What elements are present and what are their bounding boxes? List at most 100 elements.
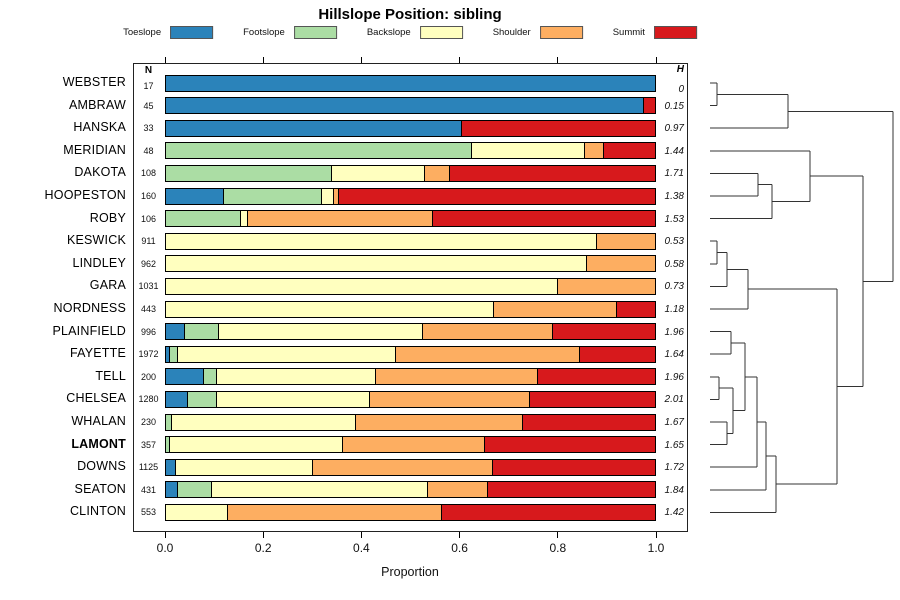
bar-segment-shoulder [369,390,530,408]
bar-segment-shoulder [493,300,617,318]
bar-segment-backslope [172,413,357,431]
bar-segment-toeslope [165,345,170,363]
bar-row [165,187,656,205]
x-tick-top [655,57,657,63]
bar-segment-backslope [169,436,344,454]
legend-item-shoulder: Shoulder [493,26,583,39]
x-tick-label: 1.0 [647,541,665,555]
n-column-header: N [144,65,153,76]
bar-segment-footslope [204,368,218,386]
bar-segment-footslope [188,390,218,408]
category-label: NORDNESS [53,301,126,315]
x-tick-label: 0.8 [549,541,567,555]
h-value: 0 [678,84,684,95]
bar-row [165,413,656,431]
h-value: 1.71 [664,168,684,180]
n-value: 443 [140,304,157,314]
bar-segment-backslope [322,187,335,205]
bar-segment-backslope [178,345,396,363]
bar-segment-backslope [217,390,370,408]
bar-segment-summit [604,142,656,160]
h-value: 1.65 [664,439,684,451]
bar-segment-shoulder [425,164,450,182]
x-tick-bottom [164,532,166,538]
legend-swatch-backslope [419,26,463,39]
bar-segment-toeslope [165,187,224,205]
category-label: GARA [89,278,126,293]
bar-segment-summit [462,119,656,137]
bar-segment-summit [538,368,656,386]
n-value: 1031 [138,281,159,292]
bar-row [165,255,656,273]
bar-row [165,345,656,363]
category-label: HANSKA [73,120,126,135]
n-value: 553 [140,507,157,518]
h-value: 0.58 [664,258,684,270]
n-value: 1972 [138,349,159,360]
bar-row [165,277,656,295]
chart-title: Hillslope Position: sibling [318,6,502,23]
legend-item-footslope: Footslope [243,26,337,39]
category-label: WEBSTER [62,75,126,89]
category-label: DOWNS [77,459,126,474]
h-value: 1.64 [664,349,684,361]
h-value: 1.72 [664,462,684,474]
bar-segment-backslope [331,164,426,182]
h-value: 1.44 [664,145,684,157]
category-label: MERIDIAN [63,142,126,157]
legend-label: Summit [612,27,645,38]
bar-segment-summit [339,187,656,205]
bar-segment-footslope [223,187,323,205]
category-label: HOOPESTON [44,188,126,202]
n-value: 230 [140,417,157,427]
plot-box [133,63,688,532]
bar-segment-footslope [165,142,472,160]
bar-segment-backslope [165,503,228,521]
category-label: PLAINFIELD [52,323,126,338]
n-value: 357 [140,439,157,450]
bar-row [165,436,656,454]
legend-swatch-shoulder [539,26,583,39]
bar-segment-summit [432,210,656,228]
h-value: 1.53 [664,213,684,225]
bar-row [165,164,656,182]
x-tick-top [164,57,166,63]
h-value: 1.67 [664,417,684,428]
category-label: LAMONT [71,436,126,451]
bar-segment-footslope [169,345,179,363]
x-tick-bottom [459,532,461,538]
bar-row [165,481,656,499]
bar-segment-backslope [218,323,423,341]
h-value: 1.18 [664,304,684,315]
bar-segment-footslope [165,413,173,431]
bar-segment-toeslope [165,97,644,115]
bar-segment-footslope [165,210,242,228]
n-value: 962 [140,258,157,269]
bar-segment-shoulder [584,142,605,160]
n-value: 996 [140,326,157,337]
bar-segment-shoulder [597,232,656,250]
bar-row [165,368,656,386]
bar-segment-backslope [212,481,429,499]
legend-swatch-toeslope [170,26,214,39]
n-value: 33 [143,123,154,134]
bar-row [165,458,656,476]
bar-row [165,119,656,137]
bar-segment-toeslope [165,323,185,341]
bar-segment-summit [441,503,656,521]
bar-segment-toeslope [165,74,656,92]
bar-row [165,323,656,341]
bar-segment-shoulder [227,503,442,521]
h-value: 0.53 [664,236,684,248]
n-value: 911 [141,236,156,247]
category-label: CHELSEA [66,391,126,406]
n-value: 160 [140,191,157,201]
x-tick-label: 0.6 [451,541,468,555]
n-value: 108 [140,168,157,179]
bar-segment-footslope [184,323,219,341]
category-label: FAYETTE [69,346,126,361]
h-value: 1.96 [664,326,684,338]
bar-segment-summit [552,323,656,341]
bar-segment-shoulder [356,413,524,431]
category-label: ROBY [89,210,126,225]
